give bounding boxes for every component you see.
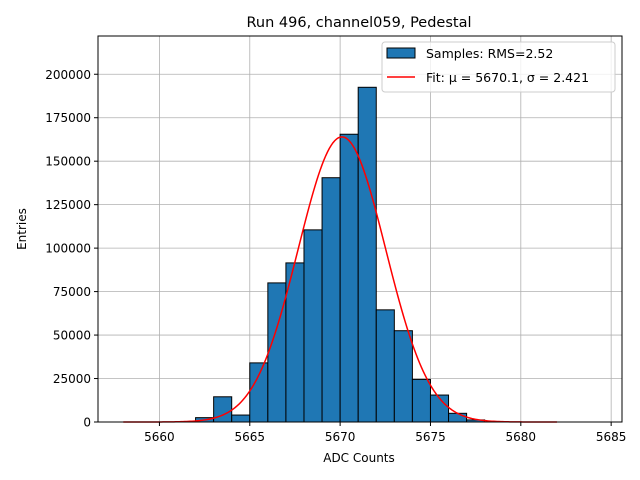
histogram-bar [231,414,251,423]
histogram-bar [393,330,413,423]
y-tick-label: 175000 [45,111,91,125]
histogram-bars [195,86,486,423]
histogram-bar [448,412,468,423]
x-tick-label: 5680 [506,430,537,444]
histogram-bar [339,133,359,423]
histogram-bar [249,362,269,423]
y-tick-label: 150000 [45,155,91,169]
chart-title: Run 496, channel059, Pedestal [246,15,471,31]
y-tick-label: 50000 [53,329,91,343]
legend-box [381,41,616,93]
histogram-bar [375,309,395,423]
y-tick-label: 0 [83,416,91,430]
x-tick-label: 5660 [144,430,175,444]
y-tick-label: 75000 [53,285,91,299]
x-axis-label: ADC Counts [323,451,395,465]
x-tick-label: 5685 [596,430,627,444]
histogram-bar [303,229,323,423]
axes-frame [97,35,623,423]
x-axis-ticks: 5660 5665 5670 5675 5680 5685 [144,422,626,444]
legend: Samples: RMS=2.52 Fit: μ = 5670.1, σ = 2… [381,41,616,93]
x-tick-label: 5665 [235,430,266,444]
x-tick-label: 5670 [325,430,356,444]
x-tick-label: 5675 [415,430,446,444]
y-tick-label: 125000 [45,198,91,212]
legend-fit-label: Fit: μ = 5670.1, σ = 2.421 [426,70,589,85]
y-tick-label: 100000 [45,242,91,256]
y-axis-ticks: 0 25000 50000 75000 100000 125000 150000 175000… [45,68,98,430]
y-axis-label: Entries [15,208,29,250]
fit-curve [123,136,557,423]
histogram-bar [321,177,341,423]
legend-samples-swatch [386,47,416,59]
histogram-bar [357,86,377,423]
histogram-bar [213,396,233,423]
histogram-bar [411,378,431,423]
y-tick-label: 25000 [53,372,91,386]
legend-samples-label: Samples: RMS=2.52 [426,46,553,61]
y-tick-label: 200000 [45,68,91,82]
